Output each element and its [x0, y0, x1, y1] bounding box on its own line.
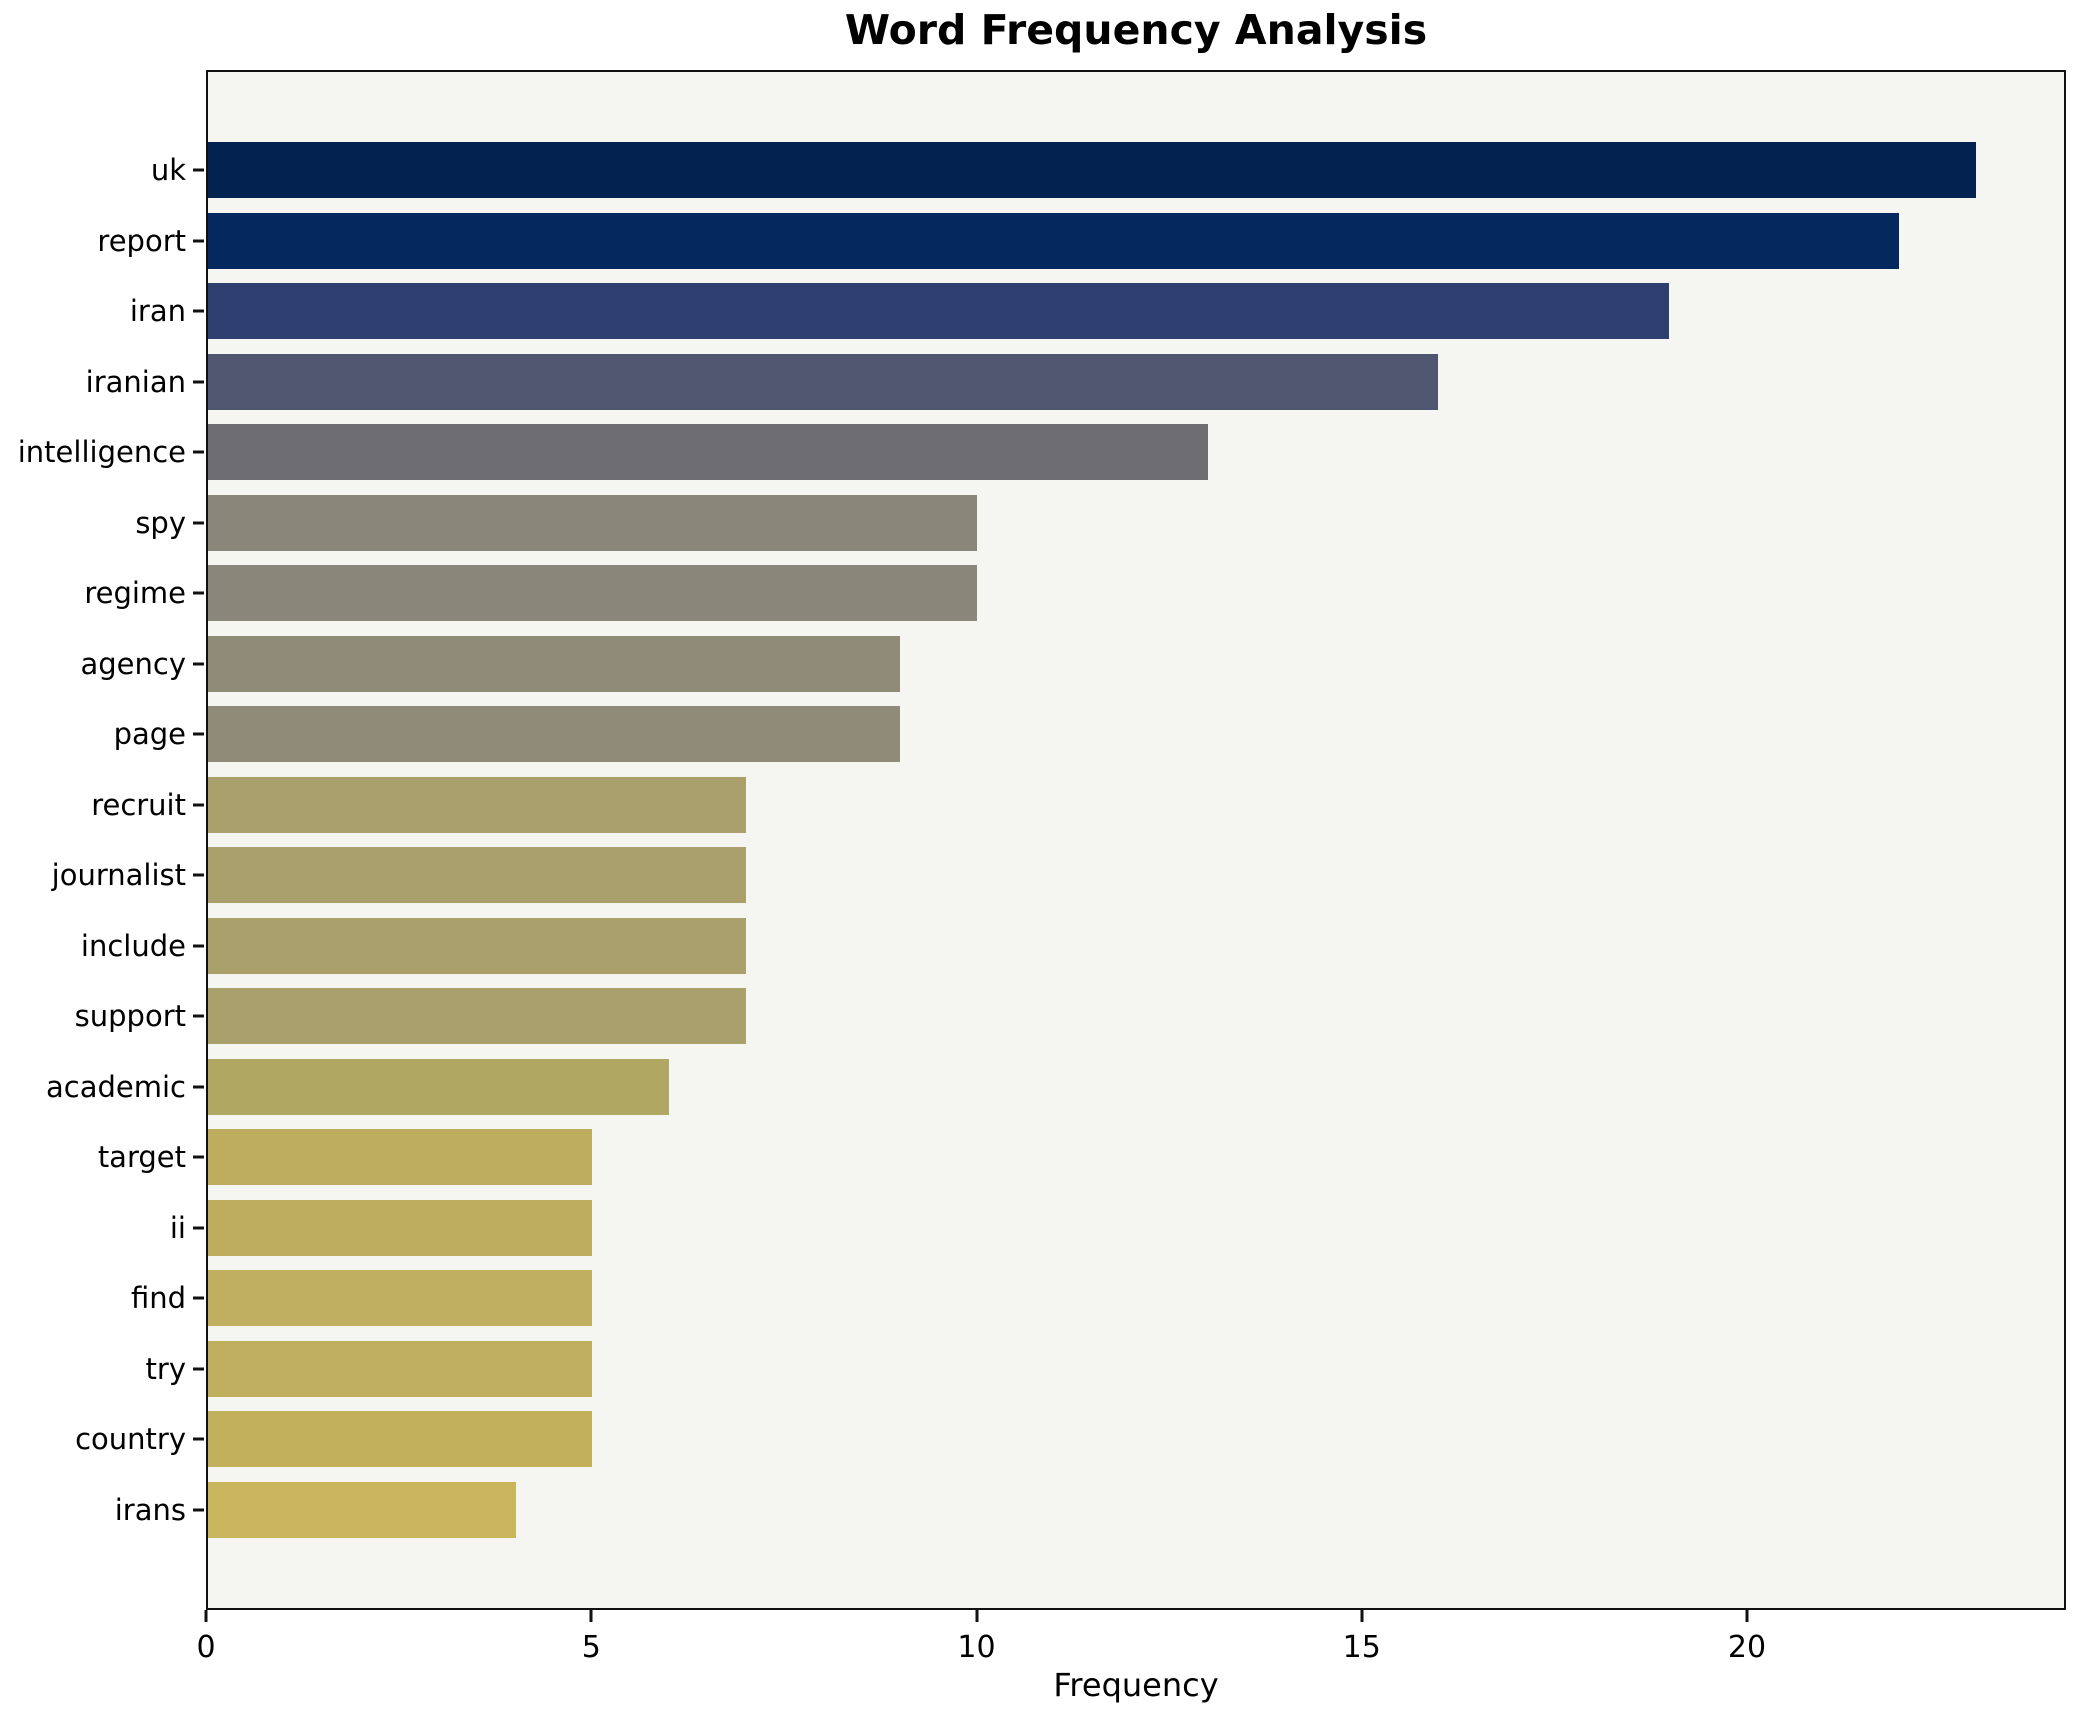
- x-tick: [589, 1610, 593, 1622]
- y-tick: [193, 168, 204, 172]
- bar: [208, 776, 747, 833]
- bar: [208, 1058, 670, 1115]
- bar-label: journalist: [51, 858, 186, 893]
- y-tick: [193, 450, 204, 454]
- bar-label: spy: [135, 505, 186, 540]
- y-tick: [193, 1296, 204, 1300]
- bar-row: agency: [80, 629, 2064, 700]
- bar: [208, 494, 977, 551]
- bar-label: uk: [150, 153, 186, 188]
- x-axis-label: Frequency: [1053, 1666, 1219, 1704]
- y-tick: [193, 521, 204, 525]
- y-tick: [193, 732, 204, 736]
- y-tick: [193, 1437, 204, 1441]
- bar-row: iran: [130, 276, 2064, 347]
- bar-row: uk: [151, 135, 2064, 206]
- bar-row: journalist: [52, 840, 2064, 911]
- bar-row: regime: [84, 558, 2064, 629]
- bar: [208, 424, 1208, 481]
- bar: [208, 706, 900, 763]
- bar: [208, 565, 977, 622]
- bar-label: include: [80, 928, 186, 963]
- y-tick: [193, 1085, 204, 1089]
- y-tick: [193, 1155, 204, 1159]
- bar-row: include: [81, 911, 2064, 982]
- bar-label: recruit: [91, 787, 186, 822]
- y-tick: [193, 1367, 204, 1371]
- bar-row: country: [75, 1404, 2064, 1475]
- x-tick-label: 0: [196, 1630, 216, 1665]
- plot-area: uk report iran iranian intelligence spy regime…: [18, 70, 2066, 1610]
- bar: [208, 1199, 593, 1256]
- bar-row: target: [98, 1122, 2064, 1193]
- x-tick: [975, 1610, 978, 1622]
- bar-label: academic: [46, 1069, 186, 1104]
- x-axis-ticks: 0 5 10 15 20: [196, 1610, 2066, 1680]
- y-tick: [193, 944, 204, 948]
- y-tick: [193, 803, 204, 807]
- bar-row: spy: [135, 488, 2064, 559]
- bar: [208, 283, 1669, 340]
- bar: [208, 917, 747, 974]
- bar: [208, 1129, 593, 1186]
- x-tick: [1745, 1610, 1749, 1622]
- x-tick: [204, 1610, 208, 1622]
- bar-label: try: [145, 1351, 186, 1386]
- bar-label: target: [97, 1140, 186, 1175]
- y-tick: [193, 1226, 204, 1230]
- y-tick: [193, 239, 204, 243]
- y-tick: [193, 309, 204, 313]
- bar: [208, 1481, 516, 1538]
- bar: [208, 1340, 593, 1397]
- x-tick-label: 10: [957, 1630, 996, 1665]
- bar-row: support: [75, 981, 2064, 1052]
- bar-label: intelligence: [17, 435, 186, 470]
- bar-row: academic: [46, 1052, 2064, 1123]
- x-tick-label: 5: [581, 1630, 601, 1665]
- bar: [208, 847, 747, 904]
- bar-label: report: [97, 223, 186, 258]
- y-tick: [193, 380, 204, 384]
- y-tick: [193, 591, 204, 595]
- bar-row: irans: [115, 1475, 2064, 1546]
- bar: [208, 1411, 593, 1468]
- bar-row: find: [131, 1263, 2064, 1334]
- bar-row: ii: [170, 1193, 2064, 1264]
- bar-row: report: [97, 206, 2064, 277]
- bar-label: ii: [169, 1210, 186, 1245]
- bars-area: uk report iran iranian intelligence spy regime…: [18, 135, 2064, 1546]
- bar-label: find: [130, 1281, 186, 1316]
- bar-label: iran: [129, 294, 186, 329]
- y-tick: [193, 1014, 204, 1018]
- bar-row: intelligence: [18, 417, 2064, 488]
- y-tick: [193, 1508, 204, 1512]
- bar-label: irans: [114, 1492, 186, 1527]
- x-tick: [1360, 1610, 1364, 1622]
- bar-row: iranian: [86, 347, 2064, 418]
- bar-label: support: [74, 999, 186, 1034]
- bar: [208, 988, 747, 1045]
- bar-label: agency: [80, 646, 186, 681]
- x-tick-label: 15: [1342, 1630, 1381, 1665]
- bar-label: page: [113, 717, 186, 752]
- bar: [208, 212, 1900, 269]
- y-tick: [193, 873, 204, 877]
- bar-row: page: [114, 699, 2064, 770]
- bar-row: recruit: [91, 770, 2064, 841]
- x-tick-label: 20: [1727, 1630, 1767, 1665]
- bar: [208, 635, 900, 692]
- chart-title: Word Frequency Analysis: [844, 6, 1428, 54]
- bar-row: try: [146, 1334, 2064, 1405]
- bar: [208, 142, 1977, 199]
- bar-label: regime: [84, 576, 186, 611]
- bar: [208, 353, 1439, 410]
- bar-label: country: [75, 1422, 186, 1457]
- bar: [208, 1270, 593, 1327]
- y-tick: [193, 662, 204, 666]
- bar-label: iranian: [85, 364, 186, 399]
